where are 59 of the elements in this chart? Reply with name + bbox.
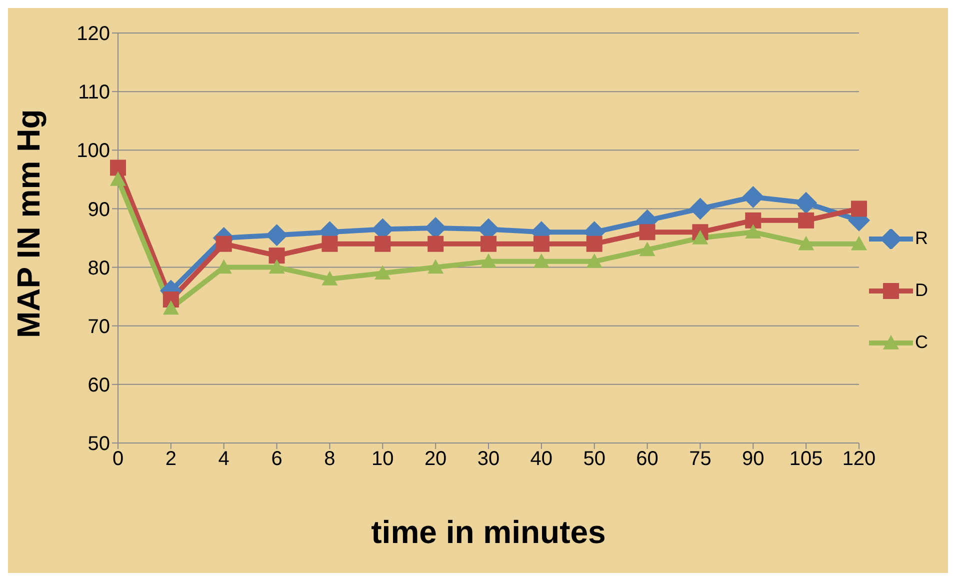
- point: [533, 236, 550, 252]
- point: [798, 236, 814, 250]
- y-tick-label: 80: [88, 257, 110, 280]
- point: [480, 253, 496, 268]
- x-tick-label: 8: [324, 448, 336, 470]
- x-tick-label: 0: [112, 448, 124, 470]
- point: [428, 236, 444, 252]
- y-tick-label: 60: [88, 374, 110, 397]
- point: [216, 236, 232, 252]
- y-tick-label: 90: [88, 198, 110, 221]
- point: [428, 259, 444, 274]
- legend-label: C: [915, 332, 928, 353]
- point: [689, 198, 712, 220]
- point: [586, 253, 602, 268]
- point: [374, 236, 391, 252]
- point: [586, 236, 602, 252]
- x-tick-label: 6: [271, 448, 282, 470]
- x-tick-label: 120: [842, 448, 876, 470]
- point: [322, 236, 338, 252]
- point: [692, 230, 708, 244]
- point: [639, 242, 656, 256]
- point: [798, 212, 814, 228]
- point: [480, 236, 496, 252]
- x-tick-label: 90: [742, 448, 764, 470]
- point: [322, 271, 338, 286]
- point: [110, 160, 126, 176]
- x-tick-label: 60: [636, 448, 658, 470]
- x-tick-label: 75: [689, 448, 712, 470]
- y-tick-label: 70: [88, 316, 110, 338]
- legend-label: R: [915, 228, 928, 249]
- point: [268, 259, 285, 274]
- y-tick-label: 110: [78, 82, 110, 104]
- x-tick-label: 10: [372, 448, 394, 470]
- x-tick-label: 4: [218, 448, 230, 470]
- x-axis-title: time in minutes: [371, 514, 606, 550]
- point: [268, 248, 285, 264]
- x-tick-label: 40: [530, 448, 553, 470]
- x-tick-label: 105: [789, 448, 823, 470]
- y-tick-label: 120: [76, 23, 110, 46]
- point: [374, 265, 391, 280]
- point: [162, 300, 179, 315]
- point: [851, 236, 867, 250]
- point: [266, 224, 288, 246]
- y-tick-label: 100: [76, 140, 110, 162]
- point: [533, 253, 550, 268]
- x-tick-label: 20: [424, 448, 447, 470]
- point: [745, 224, 762, 239]
- point: [851, 200, 867, 217]
- point: [110, 171, 126, 186]
- x-tick-label: 2: [165, 448, 176, 470]
- point: [639, 224, 656, 240]
- point: [795, 192, 818, 214]
- point: [745, 212, 762, 228]
- x-tick-label: 50: [583, 448, 606, 470]
- legend-label: D: [915, 280, 928, 301]
- y-axis-title: MAP IN mm Hg: [10, 109, 46, 338]
- x-tick-label: 30: [477, 448, 500, 470]
- point: [742, 186, 764, 208]
- y-tick-label: 50: [88, 433, 110, 456]
